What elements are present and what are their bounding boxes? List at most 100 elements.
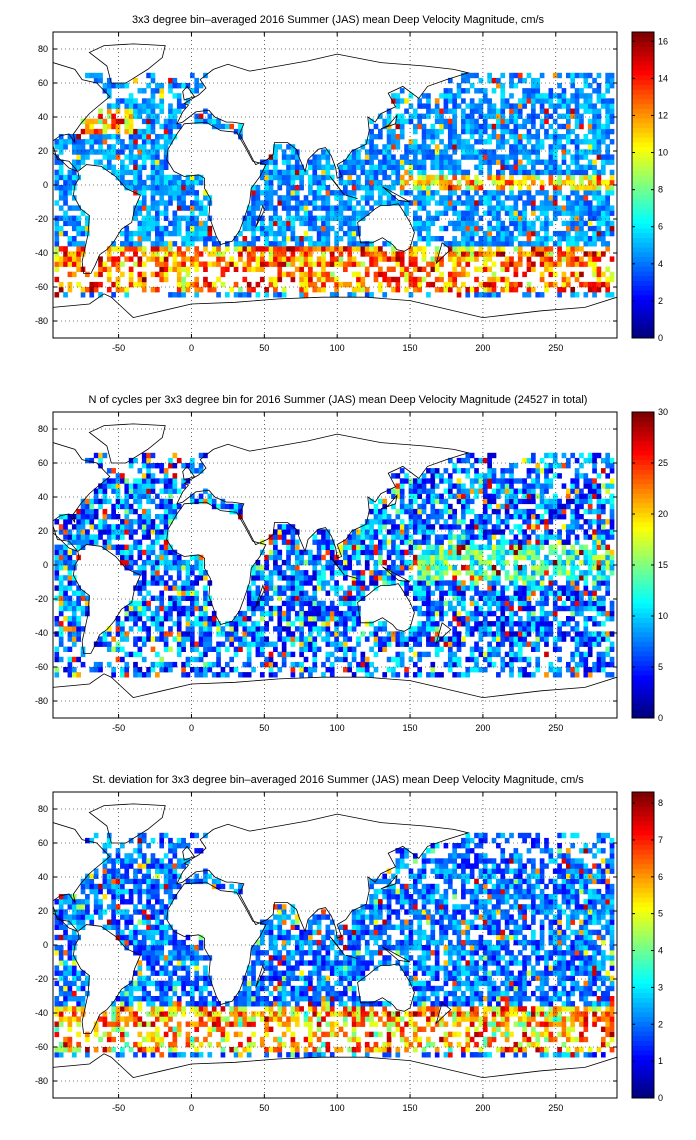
bin-cell [465, 220, 471, 227]
bin-cell [526, 626, 532, 632]
bin-cell [509, 672, 514, 678]
bin-cell [412, 113, 418, 119]
bin-cell [273, 251, 278, 257]
bin-cell [246, 266, 252, 272]
bin-cell [373, 626, 379, 632]
bin-cell [557, 205, 562, 211]
bin-cell [592, 565, 597, 571]
bin-cell [592, 215, 597, 221]
bin-cell [491, 179, 497, 186]
bin-cell [404, 559, 409, 566]
bin-cell [408, 159, 414, 165]
bin-cell [238, 287, 243, 293]
bin-cell [412, 139, 418, 145]
bin-cell [478, 595, 484, 601]
bin-cell [356, 159, 361, 165]
bin-cell [373, 200, 379, 206]
bin-cell [299, 585, 304, 591]
bin-cell [133, 210, 138, 216]
bin-cell [155, 139, 160, 145]
bin-cell [552, 580, 558, 586]
bin-cell [399, 271, 405, 278]
bin-cell [408, 139, 414, 145]
bin-cell [299, 276, 304, 283]
bin-cell [137, 230, 143, 237]
bin-cell [600, 595, 606, 601]
bin-cell [456, 641, 462, 647]
bin-cell [391, 667, 396, 673]
bin-cell [430, 128, 436, 135]
bin-cell [605, 210, 611, 216]
bin-cell [443, 149, 449, 155]
bin-cell [76, 600, 81, 607]
bin-cell [71, 271, 77, 278]
bin-cell [351, 646, 357, 652]
bin-cell [137, 651, 143, 658]
bin-cell [268, 220, 274, 227]
bin-cell [417, 667, 423, 673]
bin-cell [522, 200, 527, 206]
bin-cell [565, 225, 571, 232]
bin-cell [469, 118, 475, 125]
bin-cell [395, 281, 401, 288]
bin-cell [487, 154, 492, 160]
bin-cell [63, 246, 68, 252]
bin-cell [522, 154, 527, 160]
bin-cell [583, 195, 589, 201]
bin-cell [80, 128, 86, 135]
bin-cell [531, 544, 536, 550]
bin-cell [198, 179, 204, 186]
bin-cell [194, 575, 200, 581]
bin-cell [238, 256, 243, 262]
bin-cell [600, 651, 606, 658]
bin-cell [334, 210, 339, 216]
bin-cell [522, 220, 527, 227]
bin-cell [500, 169, 506, 176]
bin-cell [417, 575, 423, 581]
bin-cell [373, 164, 379, 170]
bin-cell [111, 636, 116, 642]
bin-cell [583, 83, 589, 89]
bin-cell [281, 626, 287, 632]
bin-cell [268, 185, 274, 191]
bin-cell [273, 261, 278, 267]
bin-cell [526, 631, 532, 637]
bin-cell [609, 185, 615, 191]
bin-cell [517, 159, 523, 165]
bin-cell [150, 215, 156, 221]
bin-cell [461, 590, 466, 596]
bin-cell [133, 661, 138, 668]
bin-cell [242, 292, 248, 298]
bin-cell [54, 565, 60, 571]
bin-cell [303, 580, 309, 586]
bin-cell [570, 256, 576, 262]
bin-cell [478, 570, 484, 576]
bin-cell [465, 149, 471, 155]
bin-cell [509, 108, 514, 114]
bin-cell [98, 667, 103, 673]
bin-cell [574, 225, 580, 232]
bin-cell [509, 667, 514, 673]
bin-cell [133, 241, 138, 247]
bin-cell [93, 661, 99, 668]
bin-cell [430, 667, 436, 673]
colorbar-segment [632, 65, 654, 71]
bin-cell [561, 605, 567, 612]
bin-cell [71, 159, 77, 165]
bin-cell [609, 570, 615, 576]
bin-cell [469, 256, 475, 262]
bin-cell [80, 251, 86, 257]
bin-cell [198, 616, 204, 622]
bin-cell [242, 616, 248, 622]
bin-cell [574, 241, 580, 247]
bin-cell [63, 595, 68, 601]
bin-cell [155, 236, 160, 242]
bin-cell [509, 134, 514, 140]
bin-cell [509, 261, 514, 267]
bin-cell [312, 575, 318, 581]
bin-cell [456, 139, 462, 145]
bin-cell [155, 271, 160, 278]
bin-cell [587, 616, 593, 622]
bin-cell [159, 88, 165, 94]
bin-cell [509, 195, 514, 201]
